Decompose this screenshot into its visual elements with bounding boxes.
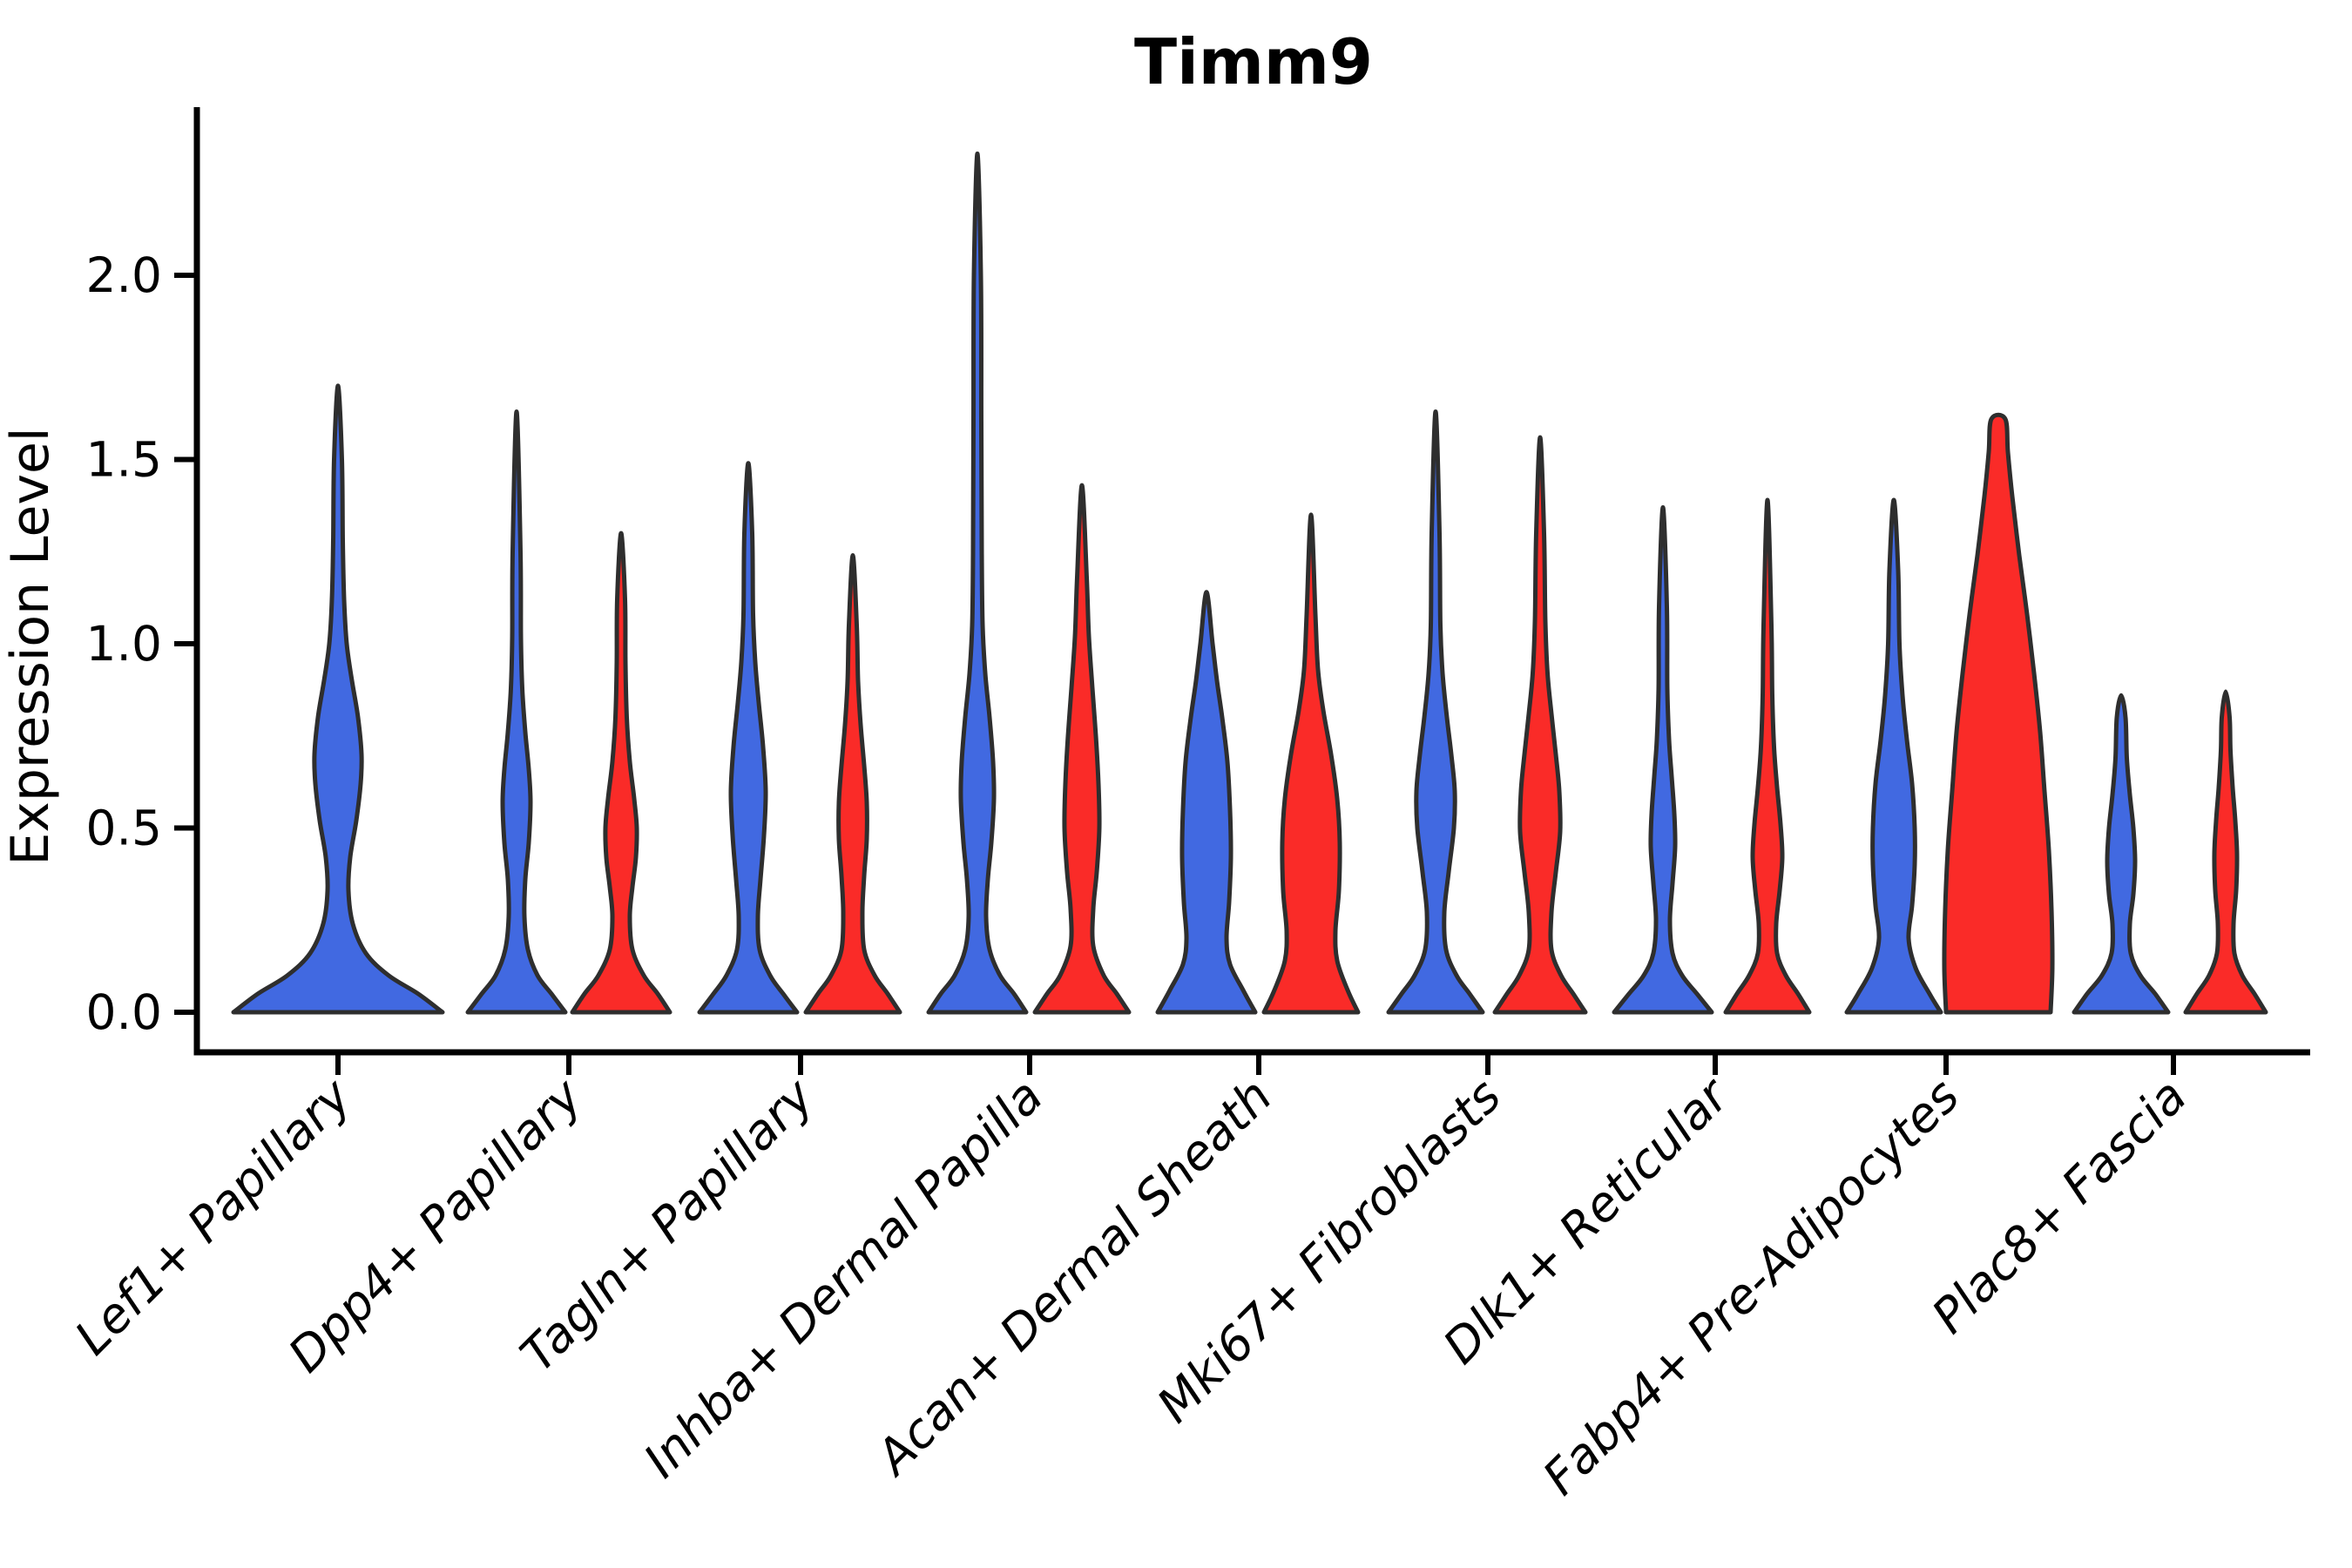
y-tick-label: 0.0 [86, 984, 162, 1040]
violin-plac8-fascia-red [2183, 689, 2268, 1015]
violin-fabp4-pre-adipocytes-red [1942, 412, 2055, 1015]
violin-mki67-fibroblasts-red [1492, 435, 1588, 1015]
y-tick-label: 2.0 [86, 247, 162, 303]
violin-tagln-papillary-blue [697, 461, 800, 1015]
violin-dlk1-reticular-blue [1612, 505, 1714, 1015]
violin-acan-dermal-sheath-blue [1155, 590, 1258, 1015]
violin-plac8-fascia-blue [2072, 693, 2171, 1015]
violin-dlk1-reticular-red [1723, 497, 1812, 1015]
chart-title: Timm9 [1134, 25, 1373, 98]
violins-layer [231, 151, 2268, 1015]
y-tick-label: 1.0 [86, 616, 162, 672]
violin-mki67-fibroblasts-blue [1386, 409, 1485, 1015]
x-tick-label-acan-dermal-sheath: Acan+ Dermal Sheath [864, 1068, 1283, 1487]
x-tick-label-fabp4-pre-adipocytes: Fabp4+ Pre-Adipocytes [1532, 1068, 1970, 1505]
violin-dpp4-papillary-blue [465, 409, 568, 1015]
violin-acan-dermal-sheath-red [1261, 512, 1361, 1015]
violin-inhba-dermal-papilla-blue [926, 151, 1029, 1015]
x-tick-label-inhba-dermal-papilla: Inhba+ Dermal Papilla [633, 1068, 1053, 1488]
violin-fabp4-pre-adipocytes-blue [1844, 497, 1943, 1015]
violin-dpp4-papillary-red [570, 531, 672, 1015]
y-axis-label: Expression Level [0, 427, 61, 865]
violin-tagln-papillary-red [803, 553, 902, 1015]
y-tick-label: 0.5 [86, 801, 162, 856]
y-tick-label: 1.5 [86, 432, 162, 488]
violin-inhba-dermal-papilla-red [1032, 483, 1132, 1015]
violin-lef1-papillary-blue [231, 383, 445, 1015]
